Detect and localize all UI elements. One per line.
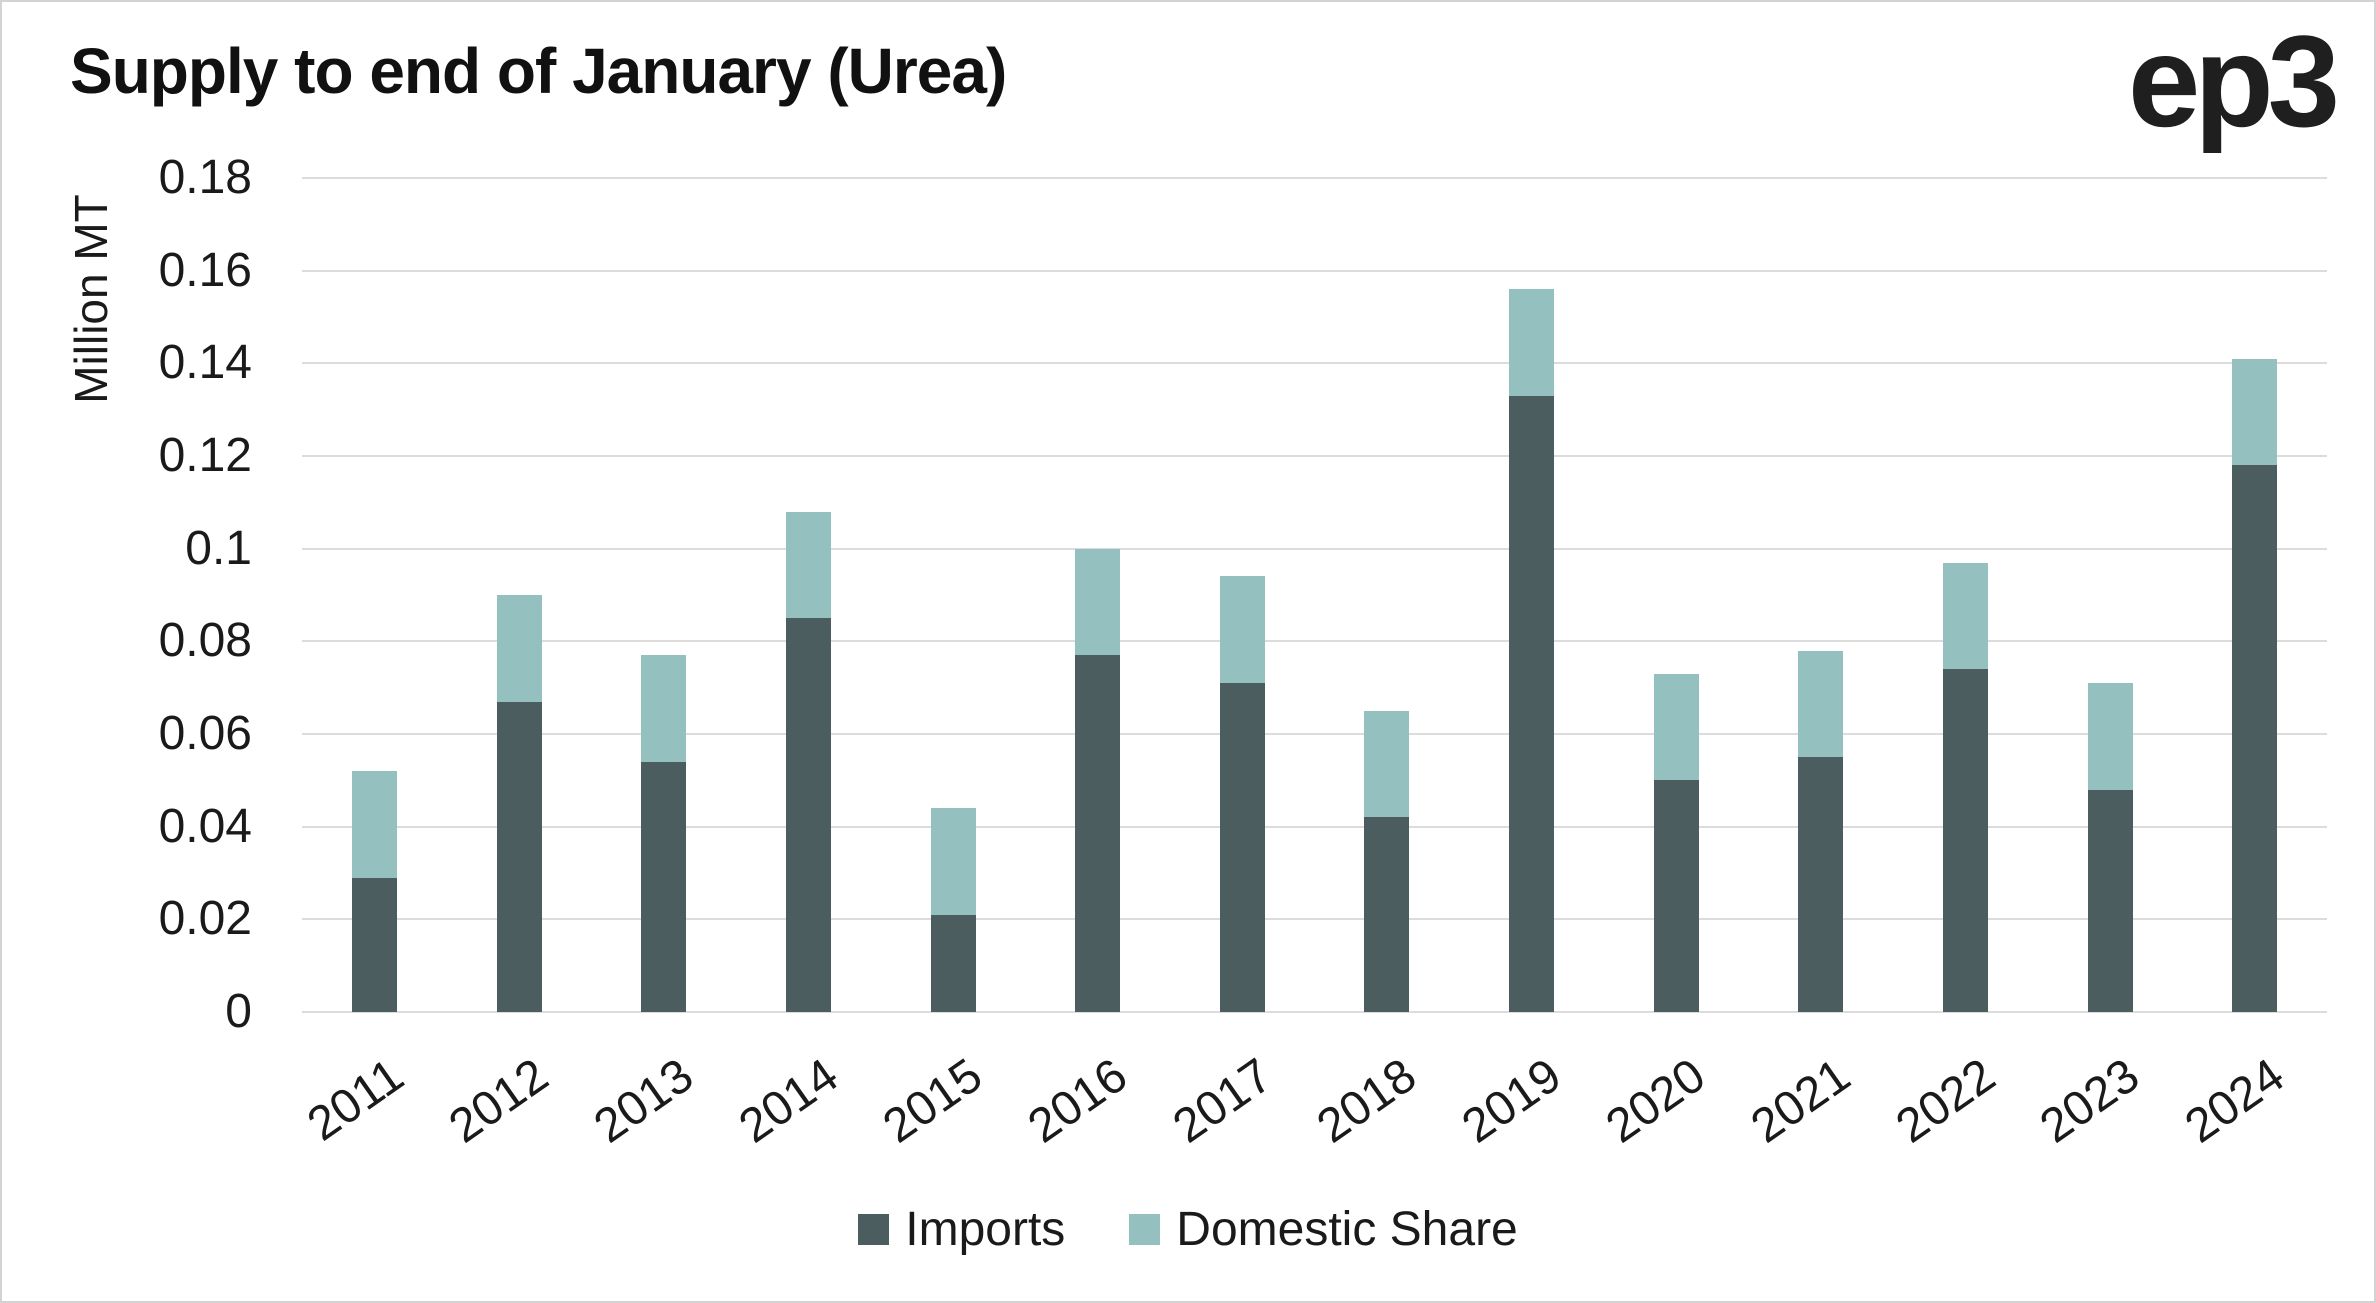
y-tick-label: 0.02 [158,892,252,946]
bar-segment-imports [1509,395,1555,1012]
bar-segment-imports [641,761,687,1012]
bar-segment-imports [1942,669,1988,1012]
ep3-logo: ep3 [2127,8,2340,154]
bar-segment-domestic-share [1942,562,1988,670]
y-tick-label: 0.04 [158,799,252,853]
bar-segment-domestic-share [2087,683,2133,790]
bar-segment-imports [1075,655,1121,1012]
bar-segment-domestic-share [1219,576,1265,684]
x-tick-label: 2023 [2031,1048,2150,1154]
bar-segment-imports [352,877,397,1012]
chart-title: Supply to end of January (Urea) [70,35,1007,107]
bar-segment-imports [496,701,542,1012]
x-tick-label: 2020 [1597,1048,1716,1154]
y-tick-label: 0.08 [158,614,252,668]
legend-item-domestic-share: Domestic Share [1129,1202,1518,1257]
x-tick-label: 2019 [1452,1048,1571,1154]
y-tick-label: 0.12 [158,429,252,482]
bar-segment-domestic-share [496,595,542,702]
bar-segment-imports [1653,780,1699,1012]
bar-segment-imports [1364,817,1410,1012]
y-gridline [302,269,2327,272]
y-gridline [302,825,2327,828]
x-tick-label: 2024 [2175,1048,2294,1154]
bar-segment-imports [2087,789,2133,1012]
x-tick-label: 2018 [1308,1048,1426,1154]
y-gridline [302,733,2327,735]
y-gridline [302,547,2327,550]
bar-segment-domestic-share [1075,548,1121,656]
bar-segment-domestic-share [1509,289,1555,396]
x-tick-label: 2022 [1886,1048,2005,1154]
x-tick-label: 2014 [729,1048,848,1154]
bar-segment-imports [930,914,976,1012]
y-tick-label: 0 [225,985,252,1038]
y-gridline [302,640,2327,643]
y-gridline [302,918,2327,921]
bar-segment-domestic-share [785,511,831,619]
x-tick-label: 2015 [874,1048,993,1154]
y-gridline [302,1011,2327,1013]
bar-segment-imports [785,618,831,1012]
y-tick-label: 0.1 [185,521,252,575]
y-gridline [302,362,2327,365]
y-gridline [302,177,2327,179]
y-tick-label: 0.06 [158,707,252,760]
x-tick-label: 2011 [298,1048,414,1152]
legend-item-imports: Imports [858,1202,1065,1257]
x-tick-label: 2021 [1741,1048,1860,1154]
bar-segment-domestic-share [352,771,397,878]
y-gridline [302,455,2327,457]
x-tick-label: 2013 [584,1048,703,1154]
y-tick-label: 0.14 [158,336,252,390]
bar-segment-domestic-share [2232,358,2278,466]
bar-segment-domestic-share [1653,673,1699,781]
legend-label: Domestic Share [1176,1203,1518,1256]
bar-segment-imports [2232,465,2278,1012]
y-tick-label: 0.16 [158,243,252,297]
x-tick-label: 2016 [1018,1048,1137,1154]
bar-segment-imports [1219,683,1265,1012]
bar-segment-imports [1798,757,1844,1012]
bar-segment-domestic-share [641,655,687,762]
legend-swatch-icon [858,1214,890,1245]
legend: Imports Domestic Share [2,1202,2374,1257]
legend-label: Imports [905,1203,1066,1256]
x-tick-label: 2017 [1163,1048,1282,1154]
y-tick-label: 0.18 [158,151,252,204]
bar-segment-domestic-share [1364,710,1410,818]
bar-segment-domestic-share [930,808,976,915]
x-tick-label: 2012 [440,1048,559,1154]
legend-swatch-icon [1129,1214,1161,1245]
bar-segment-domestic-share [1798,650,1844,758]
